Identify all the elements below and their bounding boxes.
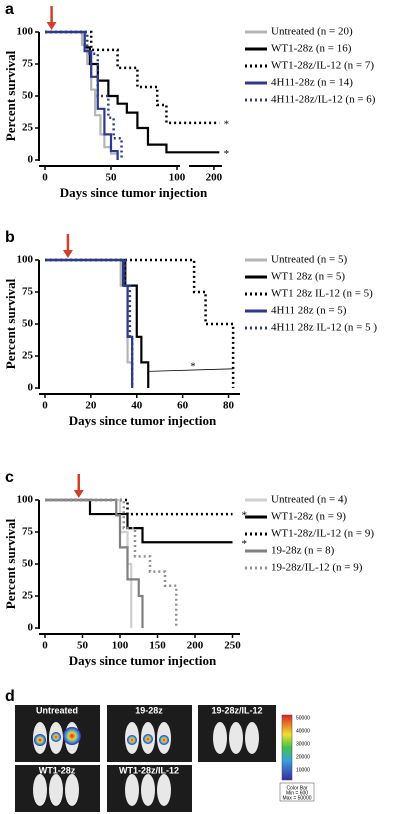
colorbar-label: 50000	[296, 715, 310, 721]
arrow-head	[46, 22, 57, 30]
legend-label: WT1-28z (n = 9)	[271, 511, 346, 523]
x-tick-label: 200	[206, 172, 223, 184]
legend-label: 4H11 28z (n = 5)	[271, 305, 347, 317]
survival-line	[45, 498, 233, 544]
arrow-head	[73, 490, 84, 498]
legend-label: 4H11-28z (n = 14)	[271, 77, 353, 89]
legend-label: WT1-28z/IL-12 (n = 9)	[271, 528, 374, 540]
y-tick-label: 0	[28, 154, 34, 166]
y-tick-label: 100	[17, 26, 34, 38]
legend-label: WT1 28z (n = 5)	[271, 271, 345, 283]
legend-label: Untreated (n = 5)	[271, 254, 347, 266]
color-bar	[281, 714, 293, 781]
panel-letter: c	[5, 469, 14, 486]
x-tick-label: 50	[77, 640, 89, 652]
y-tick-label: 100	[17, 494, 34, 506]
x-tick-label: 0	[42, 640, 48, 652]
image-panel: d Untreated 19-28z 19-28z/IL-12 WT1-28z …	[5, 688, 315, 812]
colorbar-label: 40000	[296, 728, 310, 734]
panel-letter: b	[5, 229, 15, 246]
x-axis-title: Days since tumor injection	[60, 185, 208, 200]
survival-line	[45, 258, 134, 388]
y-tick-label: 25	[22, 350, 34, 362]
colorbar-label: 30000	[296, 741, 310, 747]
survival-line	[45, 498, 233, 516]
x-tick-label: 200	[187, 640, 204, 652]
image-label: WT1-28z/IL-12	[119, 765, 179, 775]
signal	[34, 727, 169, 746]
x-tick-label: 150	[149, 640, 166, 652]
y-tick-label: 75	[22, 58, 34, 70]
legend-label: WT1-28z (n = 16)	[271, 43, 352, 55]
x-tick-label: 50	[106, 172, 118, 184]
arrow-head	[62, 250, 73, 258]
image-label: Untreated	[36, 705, 78, 715]
survival-line	[45, 30, 123, 160]
x-tick-label: 20	[85, 400, 97, 412]
image-label: 19-28z/IL-12	[211, 705, 262, 715]
y-tick-label: 50	[22, 558, 34, 570]
y-tick-label: 25	[22, 590, 34, 602]
survival-line	[45, 498, 144, 628]
colorbar-label: 10000	[296, 767, 310, 773]
y-tick-label: 100	[17, 254, 34, 266]
image-label: WT1-28z	[39, 765, 76, 775]
survival-line	[45, 30, 220, 154]
y-axis-title: Percent survival	[3, 518, 18, 609]
x-axis-title: Days since tumor injection	[69, 653, 217, 668]
legend-label: 19-28z (n = 8)	[271, 545, 335, 557]
x-tick-label: 40	[131, 400, 143, 412]
image-label: 19-28z	[135, 705, 163, 715]
annotation-line	[148, 368, 234, 372]
x-tick-label: 0	[42, 172, 48, 184]
y-tick-label: 25	[22, 122, 34, 134]
survival-line	[45, 30, 220, 125]
y-tick-label: 75	[22, 286, 34, 298]
x-tick-label: 250	[224, 640, 241, 652]
x-tick-label: 80	[223, 400, 235, 412]
panel-letter: d	[5, 688, 15, 705]
y-tick-label: 0	[28, 382, 34, 394]
annotation: *	[224, 118, 230, 130]
annotation: *	[242, 510, 248, 522]
legend-label: WT1-28z/IL-12 (n = 7)	[271, 60, 374, 72]
colorbar-box-text: Min = 600	[286, 790, 308, 796]
survival-line	[45, 498, 133, 628]
y-axis-title: Percent survival	[3, 50, 18, 141]
survival-line	[45, 498, 178, 628]
survival-line	[45, 30, 119, 160]
survival-line	[45, 258, 235, 388]
colorbar-box-text: Max = 50000	[282, 795, 311, 801]
colorbar-box	[279, 782, 315, 802]
legend-label: 4H11 28z IL-12 (n = 5 )	[271, 322, 377, 334]
annotation: *	[224, 148, 230, 160]
annotation: *	[190, 360, 196, 372]
x-tick-label: 100	[112, 640, 129, 652]
survival-line	[45, 258, 134, 388]
y-tick-label: 50	[22, 90, 34, 102]
survival-line	[45, 258, 150, 388]
x-tick-label: 0	[42, 400, 48, 412]
y-tick-label: 50	[22, 318, 34, 330]
annotation: *	[242, 538, 248, 550]
y-axis-title: Percent survival	[3, 278, 18, 369]
x-tick-label: 100	[169, 172, 186, 184]
survival-line	[45, 258, 134, 388]
legend-label: Untreated (n = 4)	[271, 494, 347, 506]
legend-label: WT1 28z IL-12 (n = 5)	[271, 288, 373, 300]
x-axis-title: Days since tumor injection	[69, 413, 217, 428]
legend-label: Untreated (n = 20)	[271, 26, 353, 38]
colorbar-label: 20000	[296, 754, 310, 760]
legend-label: 19-28z/IL-12 (n = 9)	[271, 562, 363, 574]
colorbar-box-text: Color Bar	[286, 785, 307, 791]
x-tick-label: 60	[177, 400, 189, 412]
legend-label: 4H11-28z/IL-12 (n = 6)	[271, 94, 376, 106]
y-tick-label: 0	[28, 622, 34, 634]
y-tick-label: 75	[22, 526, 34, 538]
panel-letter: a	[5, 1, 14, 18]
